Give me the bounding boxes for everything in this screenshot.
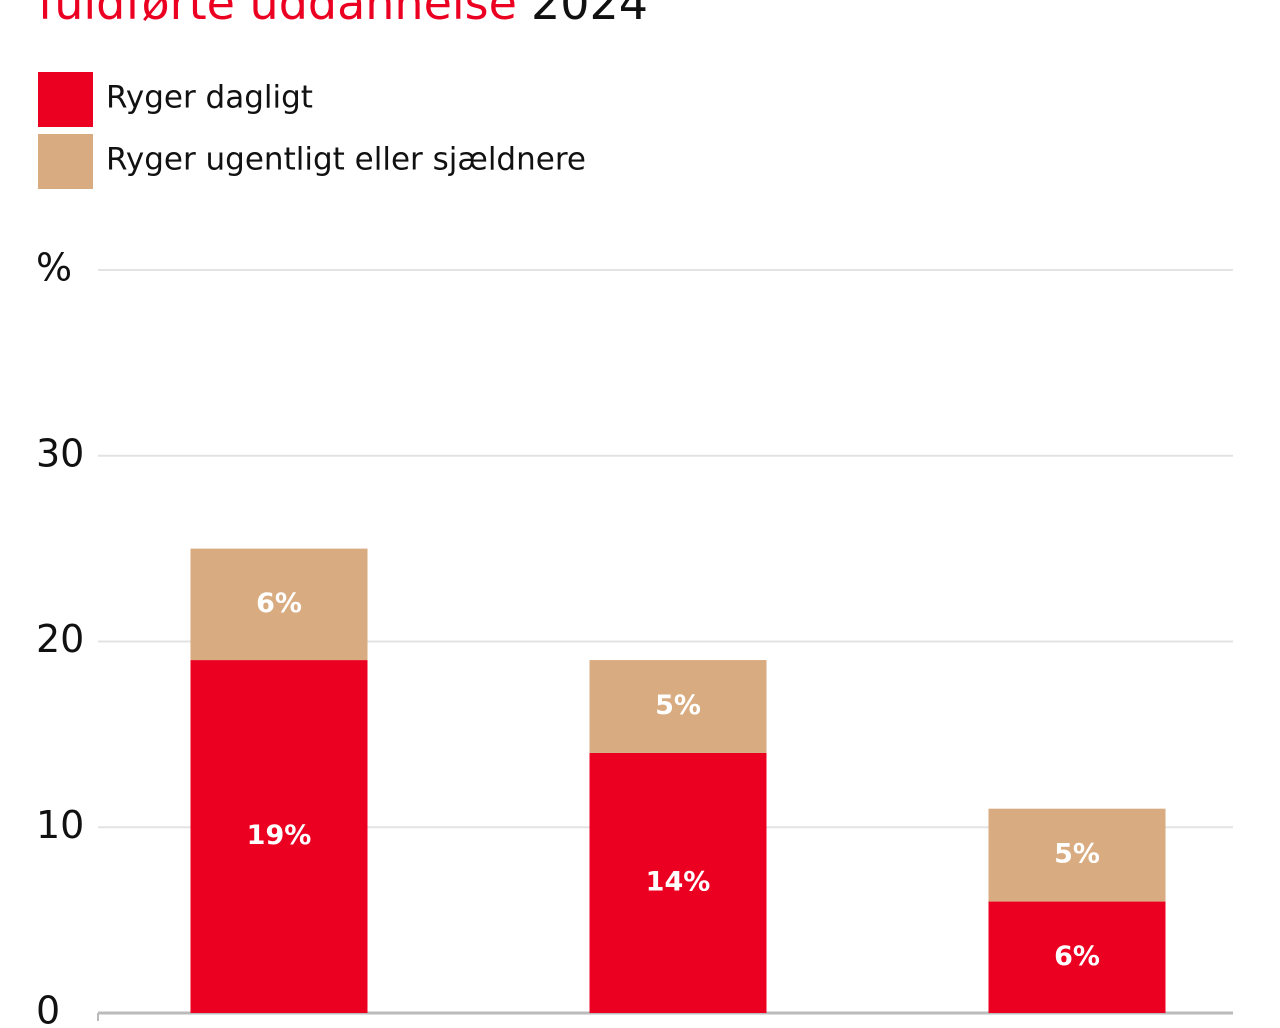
value-label: 6% [1054,941,1100,972]
y-tick-label: 0 [36,989,60,1025]
value-label: 19% [247,820,312,851]
legend-label: Ryger ugentligt eller sjældnere [106,142,586,178]
title-part: fuldførte uddannelse [38,0,517,30]
bar-segment [988,808,1166,902]
y-tick-label: 20 [36,617,84,661]
y-tick-label: 10 [36,803,84,847]
value-label: 6% [256,588,302,619]
value-label: 5% [655,690,701,721]
value-label: 14% [646,866,711,897]
bar-segment [988,901,1166,1013]
bar-segment [589,660,767,753]
y-tick-label: % [36,246,72,290]
y-tick-label: 30 [36,431,84,475]
chart-title: fuldførte uddannelse 2024 [38,0,648,30]
legend-swatch [38,72,93,127]
title-part: 2024 [531,0,648,30]
bar-segment [190,660,368,1013]
bar-segment [190,548,368,661]
value-label: 5% [1054,839,1100,870]
legend-label: Ryger dagligt [106,80,313,116]
legend-swatch [38,134,93,189]
bar-segment [589,752,767,1013]
